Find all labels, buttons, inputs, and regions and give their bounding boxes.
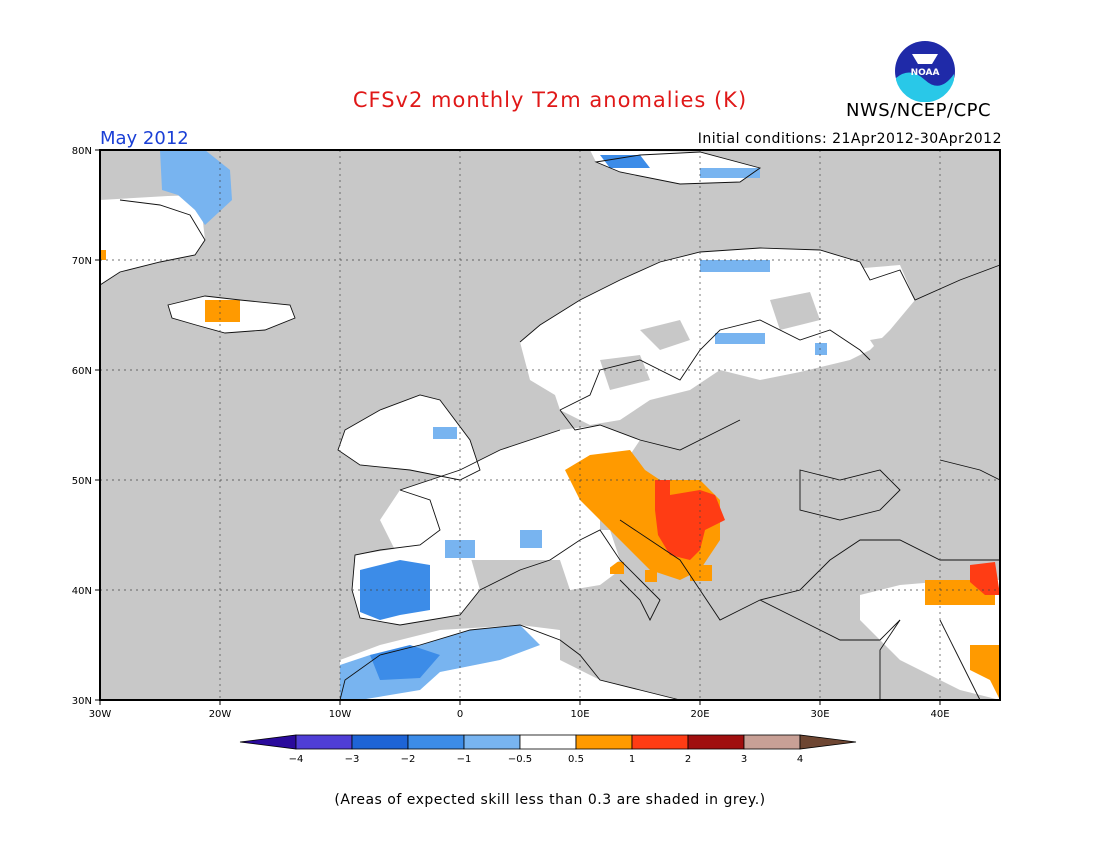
svg-text:NOAA: NOAA [911,68,940,78]
colorbar-label: 1 [629,754,635,765]
colorbar-swatch [463,734,521,750]
map-grey-background [100,150,1000,700]
colorbar-label: −0.5 [508,754,532,765]
colorbar-label: −3 [345,754,360,765]
colorbar-swatch [743,734,801,750]
initial-conditions: Initial conditions: 21Apr2012-30Apr2012 [697,131,1002,147]
colorbar-labels: −4 −3 −2 −1 −0.5 0.5 1 2 3 4 [289,754,804,765]
forecast-month: May 2012 [100,128,189,149]
longitude-labels: 30W 20W 10W 0 10E 20E 30E 40E [89,709,950,720]
colorbar-swatch [351,734,409,750]
colorbar-label: 2 [685,754,691,765]
map-frame [99,149,1001,701]
coastlines [99,151,1001,701]
lon-label: 0 [457,709,463,720]
chart-title: CFSv2 monthly T2m anomalies (K) [352,88,748,112]
colorbar-label: −2 [401,754,416,765]
lat-label: 70N [72,256,92,267]
tick-marks [95,149,941,705]
colorbar-swatch [631,734,689,750]
colorbar-label: 4 [797,754,803,765]
colorbar-arrow-low [239,734,297,750]
lat-label: 80N [72,146,92,157]
anomaly-field [100,150,1000,700]
lon-label: 30E [810,709,829,720]
lon-label: 20E [690,709,709,720]
noaa-logo-icon: NOAA [895,41,955,102]
latitude-labels: 80N 70N 60N 50N 40N 30N [72,146,92,707]
colorbar-label: 3 [741,754,747,765]
graticule [100,150,1000,700]
footnote: (Areas of expected skill less than 0.3 a… [334,792,766,808]
colorbar-arrow-high [799,734,857,750]
colorbar-swatch [295,734,353,750]
lat-label: 60N [72,366,92,377]
colorbar-label: 0.5 [568,754,584,765]
agency-label: NWS/NCEP/CPC [846,100,992,121]
lat-label: 50N [72,476,92,487]
lon-label: 20W [209,709,232,720]
lon-label: 10W [329,709,352,720]
colorbar [239,734,857,750]
lon-label: 10E [570,709,589,720]
lat-label: 40N [72,586,92,597]
colorbar-swatch [687,734,745,750]
lon-label: 30W [89,709,112,720]
lat-label: 30N [72,696,92,707]
colorbar-swatch [407,734,465,750]
lon-label: 40E [930,709,949,720]
colorbar-swatch [519,734,577,750]
colorbar-label: −1 [457,754,472,765]
colorbar-label: −4 [289,754,304,765]
colorbar-swatch [575,734,633,750]
